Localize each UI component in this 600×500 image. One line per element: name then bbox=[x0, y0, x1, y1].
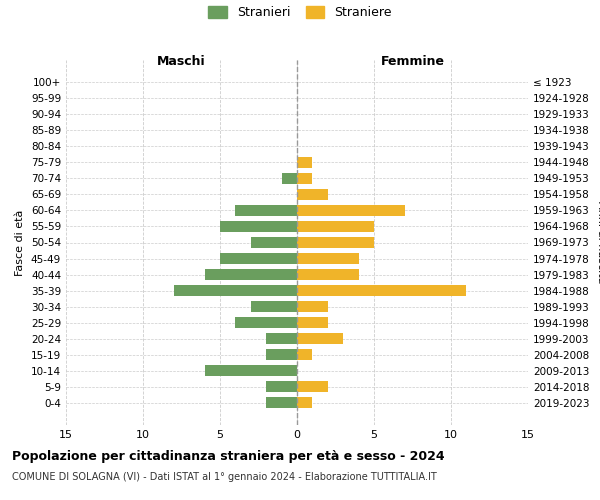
Bar bbox=[220, 252, 297, 264]
Bar bbox=[297, 204, 405, 216]
Bar bbox=[281, 172, 297, 184]
Bar bbox=[174, 285, 297, 296]
Bar bbox=[297, 301, 328, 312]
Text: Maschi: Maschi bbox=[157, 55, 206, 68]
Bar bbox=[297, 172, 313, 184]
Bar bbox=[297, 236, 374, 248]
Bar bbox=[297, 349, 313, 360]
Bar bbox=[297, 317, 328, 328]
Bar bbox=[266, 381, 297, 392]
Bar bbox=[205, 365, 297, 376]
Legend: Stranieri, Straniere: Stranieri, Straniere bbox=[203, 1, 397, 24]
Text: Femmine: Femmine bbox=[380, 55, 445, 68]
Bar bbox=[220, 220, 297, 232]
Text: Popolazione per cittadinanza straniera per età e sesso - 2024: Popolazione per cittadinanza straniera p… bbox=[12, 450, 445, 463]
Bar bbox=[297, 285, 466, 296]
Y-axis label: Anni di nascita: Anni di nascita bbox=[596, 201, 600, 284]
Bar bbox=[266, 333, 297, 344]
Bar bbox=[297, 220, 374, 232]
Bar bbox=[297, 269, 359, 280]
Bar bbox=[297, 188, 328, 200]
Bar bbox=[266, 349, 297, 360]
Bar bbox=[235, 317, 297, 328]
Y-axis label: Fasce di età: Fasce di età bbox=[16, 210, 25, 276]
Bar bbox=[205, 269, 297, 280]
Bar bbox=[297, 156, 313, 168]
Bar bbox=[297, 333, 343, 344]
Bar bbox=[251, 236, 297, 248]
Text: COMUNE DI SOLAGNA (VI) - Dati ISTAT al 1° gennaio 2024 - Elaborazione TUTTITALIA: COMUNE DI SOLAGNA (VI) - Dati ISTAT al 1… bbox=[12, 472, 437, 482]
Bar bbox=[235, 204, 297, 216]
Bar bbox=[297, 381, 328, 392]
Bar bbox=[251, 301, 297, 312]
Bar bbox=[297, 252, 359, 264]
Bar bbox=[266, 397, 297, 408]
Bar bbox=[297, 397, 313, 408]
